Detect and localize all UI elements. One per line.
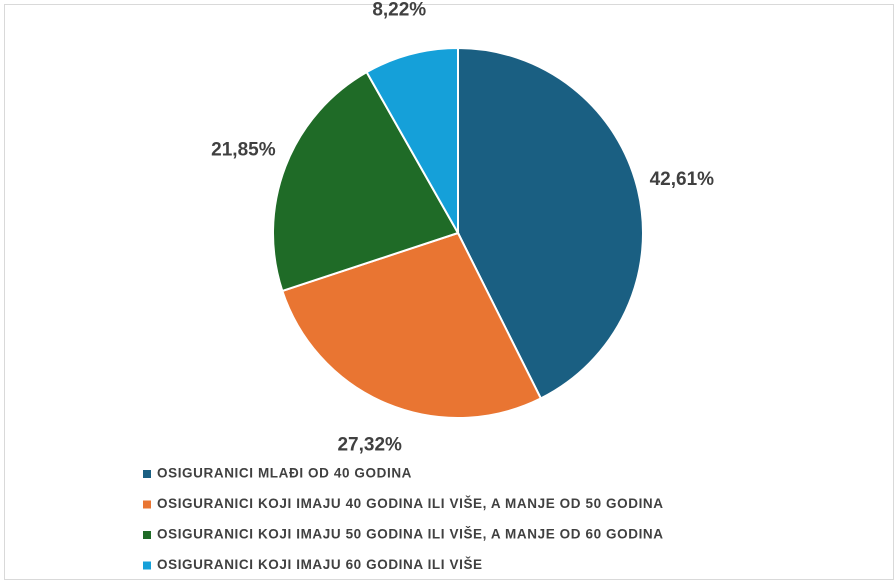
legend-label: OSIGURANICI MLAĐI OD 40 GODINA xyxy=(157,466,412,481)
pie-slice xyxy=(365,46,459,237)
pie-slice xyxy=(272,70,460,293)
legend-swatch xyxy=(143,470,151,478)
legend-label: OSIGURANICI KOJI IMAJU 40 GODINA ILI VIŠ… xyxy=(157,496,664,511)
legend-label: OSIGURANICI KOJI IMAJU 50 GODINA ILI VIŠ… xyxy=(157,527,664,542)
legend-swatch xyxy=(143,500,151,509)
data-label: 21,85% xyxy=(211,139,276,160)
pie-slice xyxy=(281,231,543,419)
data-label: 27,32% xyxy=(337,434,402,455)
pie-slice xyxy=(457,46,644,400)
legend-swatch xyxy=(143,531,151,539)
legend-label: OSIGURANICI KOJI IMAJU 60 GODINA ILI VIŠ… xyxy=(157,557,483,572)
legend-swatch xyxy=(143,561,151,570)
data-label: 42,61% xyxy=(650,169,715,190)
data-label: 8,22% xyxy=(372,0,426,21)
